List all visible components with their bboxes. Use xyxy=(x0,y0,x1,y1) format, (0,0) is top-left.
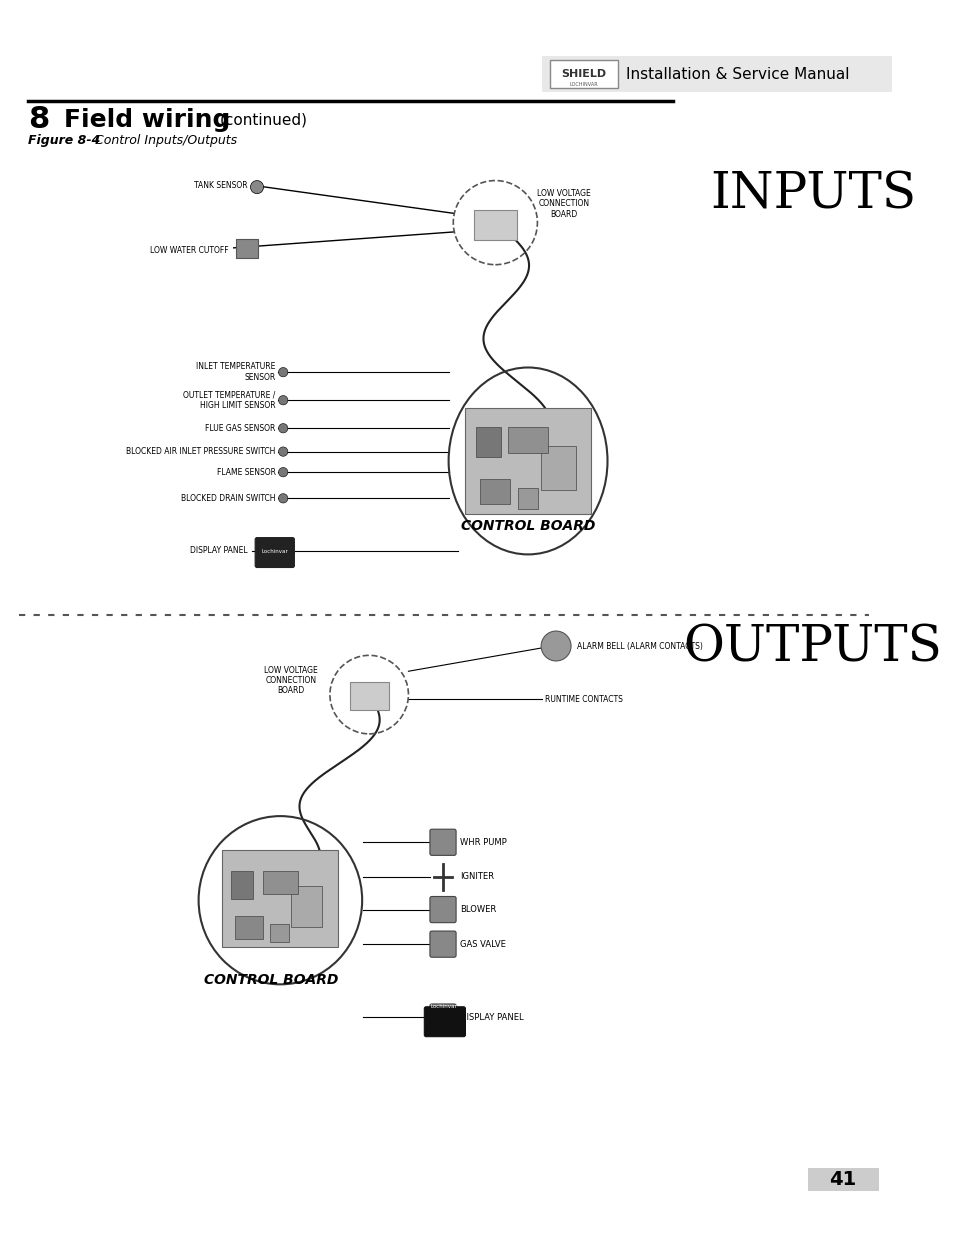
Text: BLOCKED DRAIN SWITCH: BLOCKED DRAIN SWITCH xyxy=(181,494,275,503)
Text: RUNTIME CONTACTS: RUNTIME CONTACTS xyxy=(544,695,622,704)
Text: OUTPUTS: OUTPUTS xyxy=(683,624,942,673)
FancyBboxPatch shape xyxy=(480,479,510,504)
Text: LOW VOLTAGE
CONNECTION
BOARD: LOW VOLTAGE CONNECTION BOARD xyxy=(264,666,317,695)
Circle shape xyxy=(278,395,288,405)
FancyBboxPatch shape xyxy=(430,931,456,957)
FancyBboxPatch shape xyxy=(541,57,891,91)
Circle shape xyxy=(278,494,288,503)
FancyBboxPatch shape xyxy=(465,408,590,514)
FancyBboxPatch shape xyxy=(231,871,253,899)
FancyBboxPatch shape xyxy=(517,488,537,509)
FancyBboxPatch shape xyxy=(474,210,517,241)
Text: FLUE GAS SENSOR: FLUE GAS SENSOR xyxy=(205,424,275,432)
Text: Field wiring: Field wiring xyxy=(64,107,230,132)
Text: TANK SENSOR: TANK SENSOR xyxy=(193,180,248,190)
Text: Control Inputs/Outputs: Control Inputs/Outputs xyxy=(95,133,237,147)
Text: DISPLAY PANEL: DISPLAY PANEL xyxy=(190,546,248,556)
Text: 8: 8 xyxy=(28,105,50,135)
FancyBboxPatch shape xyxy=(254,537,294,568)
Text: WHR PUMP: WHR PUMP xyxy=(459,837,506,847)
Text: LOCHINVAR: LOCHINVAR xyxy=(569,82,598,86)
Text: INPUTS: INPUTS xyxy=(709,170,915,220)
Text: CONTROL BOARD: CONTROL BOARD xyxy=(460,520,595,534)
FancyBboxPatch shape xyxy=(222,850,338,947)
FancyBboxPatch shape xyxy=(540,446,575,490)
FancyBboxPatch shape xyxy=(270,924,289,942)
Text: (continued): (continued) xyxy=(219,112,307,127)
Text: GAS VALVE: GAS VALVE xyxy=(459,940,505,948)
Circle shape xyxy=(278,447,288,456)
Circle shape xyxy=(540,631,571,661)
Text: Lochinvar: Lochinvar xyxy=(261,550,288,555)
FancyBboxPatch shape xyxy=(234,916,262,939)
Text: 41: 41 xyxy=(828,1171,856,1189)
Circle shape xyxy=(278,468,288,477)
FancyBboxPatch shape xyxy=(262,871,298,894)
FancyBboxPatch shape xyxy=(806,1168,878,1191)
Text: IGNITER: IGNITER xyxy=(459,872,494,882)
Text: LOW VOLTAGE
CONNECTION
BOARD: LOW VOLTAGE CONNECTION BOARD xyxy=(537,189,591,219)
FancyBboxPatch shape xyxy=(235,240,257,258)
Circle shape xyxy=(278,368,288,377)
Text: FLAME SENSOR: FLAME SENSOR xyxy=(216,468,275,477)
Text: ALARM BELL (ALARM CONTACTS): ALARM BELL (ALARM CONTACTS) xyxy=(576,641,701,651)
Text: BLOCKED AIR INLET PRESSURE SWITCH: BLOCKED AIR INLET PRESSURE SWITCH xyxy=(126,447,275,456)
FancyBboxPatch shape xyxy=(349,683,389,710)
FancyBboxPatch shape xyxy=(430,829,456,856)
Text: Figure 8-4: Figure 8-4 xyxy=(28,133,100,147)
FancyBboxPatch shape xyxy=(430,1004,456,1030)
FancyBboxPatch shape xyxy=(424,1007,465,1036)
FancyBboxPatch shape xyxy=(430,897,456,923)
Circle shape xyxy=(251,180,263,194)
Circle shape xyxy=(278,424,288,433)
FancyBboxPatch shape xyxy=(291,887,322,927)
FancyBboxPatch shape xyxy=(550,61,618,88)
Text: OUTLET TEMPERATURE /
HIGH LIMIT SENSOR: OUTLET TEMPERATURE / HIGH LIMIT SENSOR xyxy=(183,390,275,410)
Text: CONTROL BOARD: CONTROL BOARD xyxy=(204,973,338,987)
Text: Lochinvar: Lochinvar xyxy=(430,1004,456,1009)
FancyBboxPatch shape xyxy=(476,427,500,457)
Text: LOW WATER CUTOFF: LOW WATER CUTOFF xyxy=(151,246,229,256)
Text: BLOWER: BLOWER xyxy=(459,905,496,914)
FancyBboxPatch shape xyxy=(508,427,547,452)
Text: SHIELD: SHIELD xyxy=(561,69,606,79)
Text: INLET TEMPERATURE
SENSOR: INLET TEMPERATURE SENSOR xyxy=(196,362,275,382)
Text: Installation & Service Manual: Installation & Service Manual xyxy=(625,67,849,82)
Text: DISPLAY PANEL: DISPLAY PANEL xyxy=(459,1013,523,1021)
